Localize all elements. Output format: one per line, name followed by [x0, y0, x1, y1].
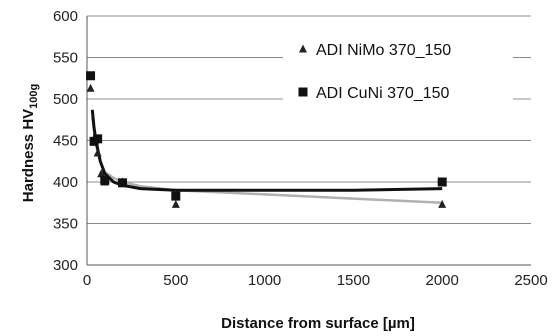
y-tick-label: 400 — [53, 174, 78, 191]
data-point-nimo — [97, 169, 106, 178]
y-tick-label: 350 — [53, 216, 78, 233]
y-tick-label: 500 — [53, 91, 78, 108]
x-axis-title: Distance from surface [µm] — [221, 315, 415, 332]
data-point-nimo — [93, 148, 102, 157]
x-tick-label: 2000 — [426, 272, 459, 289]
y-axis-title: Hardness HV100g — [20, 84, 40, 202]
legend-label-cuni: ADI CuNi 370_150 — [316, 85, 450, 102]
y-tick-label: 550 — [53, 50, 78, 67]
data-point-cuni — [118, 178, 128, 188]
y-tick-labels: 300 350 400 450 500 550 600 — [53, 8, 78, 274]
y-tick-label: 300 — [53, 257, 78, 274]
x-tick-label: 1000 — [248, 272, 281, 289]
x-tick-labels: 0 500 1000 1500 2000 2500 — [83, 272, 548, 289]
legend-marker-cuni — [298, 87, 308, 97]
data-point-cuni — [171, 191, 181, 201]
x-tick-label: 2500 — [514, 272, 547, 289]
data-point-cuni — [437, 177, 447, 187]
legend-marker-nimo — [299, 44, 307, 53]
x-tick-label: 500 — [163, 272, 188, 289]
legend-marker-triangle — [299, 44, 307, 53]
y-axis-title-main: Hardness HV — [20, 109, 37, 202]
trendlines — [90, 109, 443, 205]
legend-marker-square — [298, 87, 308, 97]
legend: ADI NiMo 370_150 ADI CuNi 370_150 — [283, 32, 513, 108]
trendline-cuni — [90, 109, 443, 192]
legend-label-nimo: ADI NiMo 370_150 — [316, 42, 451, 59]
y-axis-title-subscript: 100g — [28, 84, 40, 109]
data-point-nimo — [438, 199, 447, 208]
y-tick-label: 600 — [53, 8, 78, 25]
x-tick-label: 1500 — [337, 272, 370, 289]
legend-background — [283, 32, 513, 108]
data-point-cuni — [93, 134, 103, 144]
data-point-nimo — [171, 199, 180, 208]
y-tick-label: 450 — [53, 133, 78, 150]
data-point-cuni — [86, 71, 96, 81]
data-points — [86, 71, 447, 208]
data-point-cuni — [100, 175, 110, 185]
x-tick-label: 0 — [83, 272, 91, 289]
data-point-nimo — [86, 83, 95, 92]
